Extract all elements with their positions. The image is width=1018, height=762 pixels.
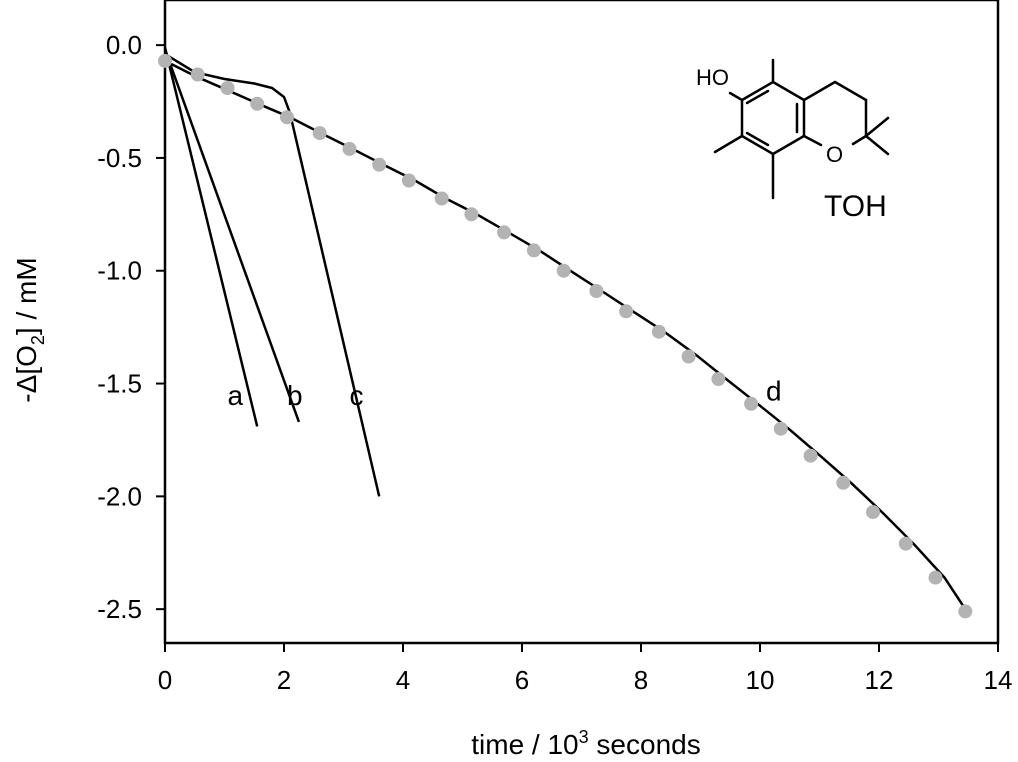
data-point	[711, 372, 726, 386]
series-line-c	[164, 53, 381, 497]
x-tick-label: 8	[634, 665, 648, 695]
data-point	[401, 173, 416, 188]
data-point	[158, 53, 172, 68]
y-tick-label: -1.5	[97, 369, 142, 399]
data-point	[220, 81, 235, 95]
y-tick-label: -2.0	[97, 481, 142, 511]
data-point	[250, 96, 265, 111]
x-tick-label: 14	[984, 665, 1013, 695]
data-point	[497, 225, 512, 240]
x-tick-label: 12	[865, 665, 894, 695]
x-tick-label: 2	[277, 665, 291, 695]
data-point	[556, 263, 571, 278]
x-axis-title: time / 103 seconds	[471, 727, 700, 760]
data-point	[312, 126, 327, 141]
y-tick-label: 0.0	[106, 30, 142, 60]
y-tick-label: -2.5	[97, 594, 142, 624]
data-point	[280, 110, 294, 125]
x-tick-label: 6	[515, 665, 529, 695]
curve-label-d: d	[766, 375, 782, 406]
data-point	[898, 536, 913, 551]
series-line-b	[163, 49, 301, 423]
data-point	[836, 475, 851, 490]
data-point	[589, 284, 604, 298]
data-point	[651, 324, 666, 339]
series-layer	[163, 47, 970, 615]
y-tick-label: -0.5	[97, 143, 142, 173]
data-point	[744, 396, 759, 411]
data-point	[190, 67, 205, 82]
toh-structure	[713, 58, 890, 200]
axis-ticks: 0 2 4 6 8 10 12 14 0.0 -0.5 -1.0 -1.5 -2.0 -2.5	[97, 30, 1012, 695]
data-point	[773, 421, 788, 436]
x-tick-label: 10	[746, 665, 775, 695]
x-tick-label: 0	[158, 665, 172, 695]
marker-layer	[158, 53, 973, 619]
curve-label-a: a	[227, 380, 243, 411]
data-point	[464, 207, 479, 222]
plot-frame	[163, 0, 1000, 645]
data-point	[958, 604, 973, 619]
x-tick-label: 4	[396, 665, 410, 695]
data-point	[526, 243, 541, 258]
inset-compound-label: TOH	[824, 190, 887, 223]
inset-ring-oxygen-label: O	[826, 142, 843, 167]
data-point	[342, 141, 357, 156]
data-point	[681, 349, 696, 364]
y-tick-label: -1.0	[97, 256, 142, 286]
data-point	[866, 505, 880, 520]
data-point	[928, 570, 943, 585]
data-point	[372, 157, 387, 172]
curve-labels: a b c d	[227, 375, 781, 411]
data-point	[803, 448, 818, 463]
y-axis-title: -Δ[O2] / mM	[11, 257, 48, 402]
series-line-a	[163, 47, 259, 427]
series-line-d	[164, 59, 970, 615]
inset-hydroxyl-label: HO	[696, 65, 729, 90]
data-point	[434, 191, 449, 206]
curve-label-b: b	[287, 380, 303, 411]
data-point	[619, 304, 634, 319]
curve-label-c: c	[349, 380, 363, 411]
